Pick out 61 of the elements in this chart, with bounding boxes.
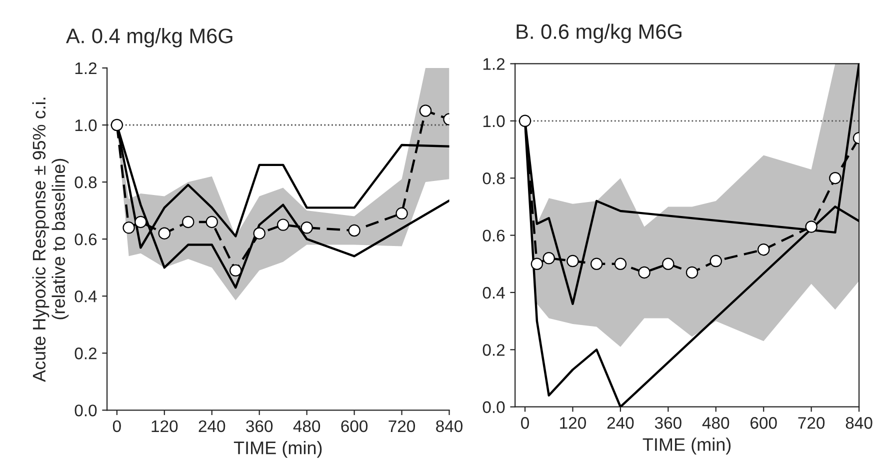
y-tick-label: 0.0 — [74, 404, 97, 416]
point — [253, 227, 266, 240]
y-tick-label: 0.8 — [74, 176, 97, 188]
point — [348, 224, 360, 237]
point — [686, 266, 698, 279]
point — [134, 216, 147, 228]
x-tick-label: 240 — [607, 417, 634, 429]
point — [805, 220, 818, 233]
point — [300, 222, 313, 234]
y-axis-title: Acute Hypoxic Response ± 95% c.i. (relative to baseline) — [32, 98, 69, 382]
x-tick-label: 120 — [560, 417, 586, 429]
y-tick-label: 0.6 — [482, 230, 505, 242]
x-axis-title: TIME (min) — [234, 440, 322, 458]
point — [590, 258, 603, 270]
point — [757, 243, 770, 256]
point — [829, 172, 842, 184]
y-tick-label: 1.2 — [75, 62, 96, 74]
point — [614, 258, 627, 270]
y-tick-label: 0.8 — [482, 172, 505, 184]
x-tick-label: 360 — [246, 420, 273, 432]
x-tick-label: 840 — [846, 417, 872, 429]
x-tick-label: 720 — [388, 420, 416, 432]
point — [182, 216, 194, 228]
x-tick-label: 480 — [702, 417, 730, 429]
y-tick-label: 1.0 — [75, 119, 97, 132]
point — [419, 104, 432, 117]
y-tick-label: 0.4 — [74, 290, 97, 302]
x-tick-label: 0 — [521, 417, 529, 429]
point — [110, 118, 124, 132]
y-tick-label: 0.0 — [482, 401, 505, 414]
x-tick-label: 840 — [436, 420, 462, 432]
point — [566, 254, 579, 268]
x-tick-label: 600 — [341, 420, 368, 432]
chart-title: B. 0.6 mg/kg M6G — [516, 24, 682, 44]
x-tick-label: 480 — [293, 420, 320, 432]
x-tick-label: 240 — [198, 420, 226, 432]
point — [662, 258, 674, 270]
x-tick-label: 720 — [798, 417, 825, 429]
point — [542, 252, 555, 264]
y-tick-label: 0.4 — [482, 286, 505, 299]
point — [276, 218, 290, 231]
point — [122, 222, 135, 234]
point — [530, 258, 544, 270]
y-tick-label: 1.2 — [483, 58, 505, 70]
y-tick-label: 1.0 — [483, 115, 505, 128]
point — [158, 227, 171, 240]
point — [230, 264, 242, 277]
x-tick-label: 120 — [152, 420, 178, 432]
x-tick-label: 600 — [750, 417, 777, 429]
y-tick-label: 0.6 — [74, 233, 97, 246]
chart-title: A. 0.4 mg/kg M6G — [66, 28, 232, 48]
y-tick-label: 0.2 — [482, 344, 505, 356]
point — [710, 254, 722, 268]
point — [396, 207, 408, 220]
x-tick-label: 0 — [112, 420, 121, 432]
x-tick-label: 360 — [654, 417, 682, 429]
y-tick-label: 0.2 — [74, 348, 96, 360]
point — [206, 216, 218, 228]
x-axis-title: TIME (min) — [642, 438, 731, 454]
point — [638, 266, 650, 279]
point — [518, 114, 532, 128]
